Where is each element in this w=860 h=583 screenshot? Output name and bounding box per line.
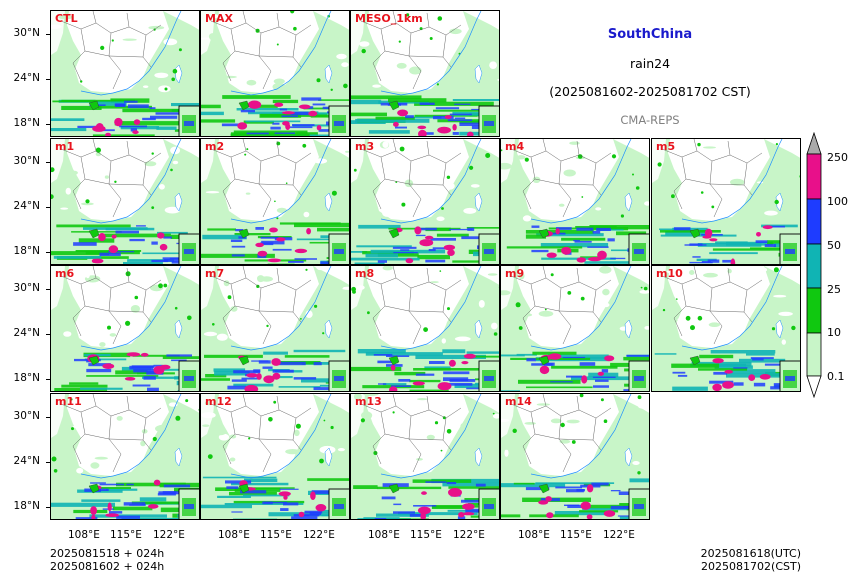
panel-label: m12 (205, 395, 232, 408)
y-axis-tick (46, 34, 50, 35)
map-panel-m9: m9 (500, 265, 650, 392)
y-axis-label: 18°N (13, 117, 40, 129)
x-axis-label: 122°E (153, 529, 185, 541)
map-panel-m2: m2 (200, 138, 350, 265)
colorbar-label-25: 25 (827, 283, 841, 296)
panel-label: m6 (55, 267, 75, 280)
panel-label: MAX (205, 12, 233, 25)
colorbar-bottom-extend (806, 375, 822, 398)
colorbar-band-10 (806, 332, 822, 377)
x-axis-label: 108°E (368, 529, 400, 541)
colorbar-band-50 (806, 243, 822, 289)
footer-right-line2: 2025081702(CST) (701, 560, 801, 573)
map-panel-m4: m4 (500, 138, 650, 265)
map-panel-m14: m14 (500, 393, 650, 520)
y-axis-label: 24°N (13, 455, 40, 467)
map-panel-CTL: CTL (50, 10, 200, 137)
map-panel-m7: m7 (200, 265, 350, 392)
panel-label: m3 (355, 140, 375, 153)
x-axis-label: 115°E (560, 529, 592, 541)
footer-right: 2025081618(UTC) 2025081702(CST) (690, 547, 801, 573)
map-panel-m5: m5 (651, 138, 801, 265)
y-axis-tick (46, 462, 50, 463)
system-title: CMA-REPS (620, 113, 680, 127)
map-panel-MAX: MAX (200, 10, 350, 137)
x-axis-label: 115°E (110, 529, 142, 541)
colorbar-label-0.1: 0.1 (827, 370, 845, 383)
y-axis-label: 24°N (13, 72, 40, 84)
y-axis-label: 24°N (13, 200, 40, 212)
x-axis-label: 122°E (453, 529, 485, 541)
y-axis-tick (46, 289, 50, 290)
y-axis-tick (46, 379, 50, 380)
y-axis-label: 18°N (13, 245, 40, 257)
panel-label: m13 (355, 395, 382, 408)
colorbar (806, 132, 822, 398)
panel-label: m7 (205, 267, 225, 280)
x-axis-label: 115°E (410, 529, 442, 541)
y-axis-tick (46, 207, 50, 208)
map-panel-m13: m13 (350, 393, 500, 520)
x-axis-label: 115°E (260, 529, 292, 541)
footer-left-line2: 2025081602 + 024h (50, 560, 165, 573)
y-axis-label: 24°N (13, 327, 40, 339)
map-panel-m1: m1 (50, 138, 200, 265)
colorbar-band-25 (806, 287, 822, 334)
x-axis-label: 122°E (303, 529, 335, 541)
x-axis-label: 108°E (218, 529, 250, 541)
x-axis-label: 122°E (603, 529, 635, 541)
y-axis-tick (46, 124, 50, 125)
y-axis-tick (46, 334, 50, 335)
colorbar-band-250 (806, 153, 822, 200)
y-axis-tick (46, 162, 50, 163)
panel-label: m1 (55, 140, 75, 153)
map-panel-m11: m11 (50, 393, 200, 520)
map-panel-m8: m8 (350, 265, 500, 392)
colorbar-label-100: 100 (827, 195, 848, 208)
y-axis-label: 18°N (13, 372, 40, 384)
panel-label: MESO_1km (355, 12, 423, 25)
map-panel-m12: m12 (200, 393, 350, 520)
y-axis-tick (46, 79, 50, 80)
colorbar-label-50: 50 (827, 239, 841, 252)
map-panel-m10: m10 (651, 265, 801, 392)
y-axis-tick (46, 507, 50, 508)
panel-label: m5 (656, 140, 676, 153)
map-panel-MESO: MESO_1km (350, 10, 500, 137)
colorbar-band-100 (806, 198, 822, 245)
panel-label: m10 (656, 267, 683, 280)
variable-title: rain24 (629, 56, 671, 71)
y-axis-tick (46, 417, 50, 418)
panel-label: m2 (205, 140, 225, 153)
colorbar-label-250: 250 (827, 151, 848, 164)
y-axis-tick (46, 252, 50, 253)
map-panel-m3: m3 (350, 138, 500, 265)
y-axis-label: 18°N (13, 500, 40, 512)
colorbar-label-10: 10 (827, 326, 841, 339)
panel-label: m4 (505, 140, 525, 153)
x-axis-label: 108°E (68, 529, 100, 541)
period-title: (2025081602-2025081702 CST) (549, 84, 751, 99)
panel-label: CTL (55, 12, 78, 25)
panel-label: m9 (505, 267, 525, 280)
x-axis-label: 108°E (518, 529, 550, 541)
y-axis-label: 30°N (13, 282, 40, 294)
footer-right-line1: 2025081618(UTC) (700, 547, 801, 560)
panel-label: m11 (55, 395, 82, 408)
footer-left: 2025081518 + 024h 2025081602 + 024h (50, 547, 164, 573)
colorbar-top-extend (806, 132, 822, 155)
panel-label: m8 (355, 267, 375, 280)
map-panel-m6: m6 (50, 265, 200, 392)
region-title: SouthChina (607, 27, 693, 42)
y-axis-label: 30°N (13, 155, 40, 167)
y-axis-label: 30°N (13, 27, 40, 39)
panel-label: m14 (505, 395, 532, 408)
footer-left-line1: 2025081518 + 024h (50, 547, 165, 560)
y-axis-label: 30°N (13, 410, 40, 422)
